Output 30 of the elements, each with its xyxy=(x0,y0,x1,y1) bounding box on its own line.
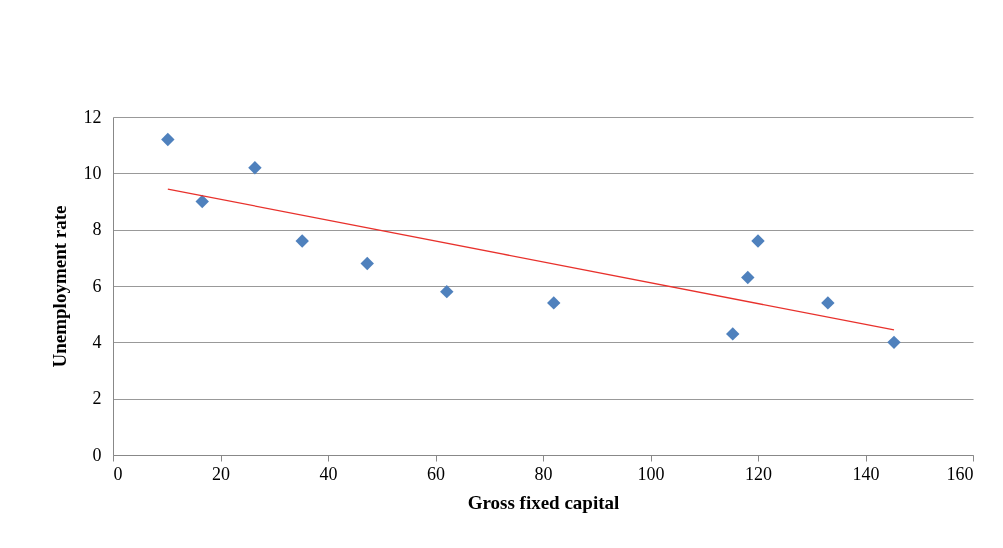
x-axis-title: Gross fixed capital xyxy=(467,491,620,513)
y-tick-label: 4 xyxy=(92,331,102,352)
point xyxy=(887,335,901,350)
x-tick-label: 160 xyxy=(946,463,974,484)
y-axis-title: Unemployment rate xyxy=(48,205,70,368)
point xyxy=(161,132,175,147)
point xyxy=(547,296,561,310)
point xyxy=(440,284,454,299)
x-tick-label: 0 xyxy=(113,463,123,484)
x-tick-label: 20 xyxy=(212,463,230,484)
x-tick-label: 140 xyxy=(852,463,880,484)
x-tick-label: 80 xyxy=(534,463,553,484)
point xyxy=(741,270,755,285)
x-tick-label: 40 xyxy=(319,463,338,484)
point xyxy=(360,256,374,271)
y-tick-label: 8 xyxy=(92,219,102,240)
point xyxy=(726,327,740,341)
point xyxy=(821,296,835,310)
y-tick-label: 0 xyxy=(92,444,102,465)
point xyxy=(751,234,765,248)
x-tick-label: 60 xyxy=(427,463,445,484)
y-tick-label: 10 xyxy=(83,162,102,183)
y-tick-label: 2 xyxy=(92,388,102,409)
y-tick-label: 6 xyxy=(92,275,102,296)
x-tick-label: 100 xyxy=(637,463,665,484)
point xyxy=(248,160,262,175)
x-tick-label: 120 xyxy=(745,463,772,484)
point xyxy=(195,194,209,209)
y-tick-label: 12 xyxy=(83,106,102,127)
point xyxy=(295,234,309,248)
